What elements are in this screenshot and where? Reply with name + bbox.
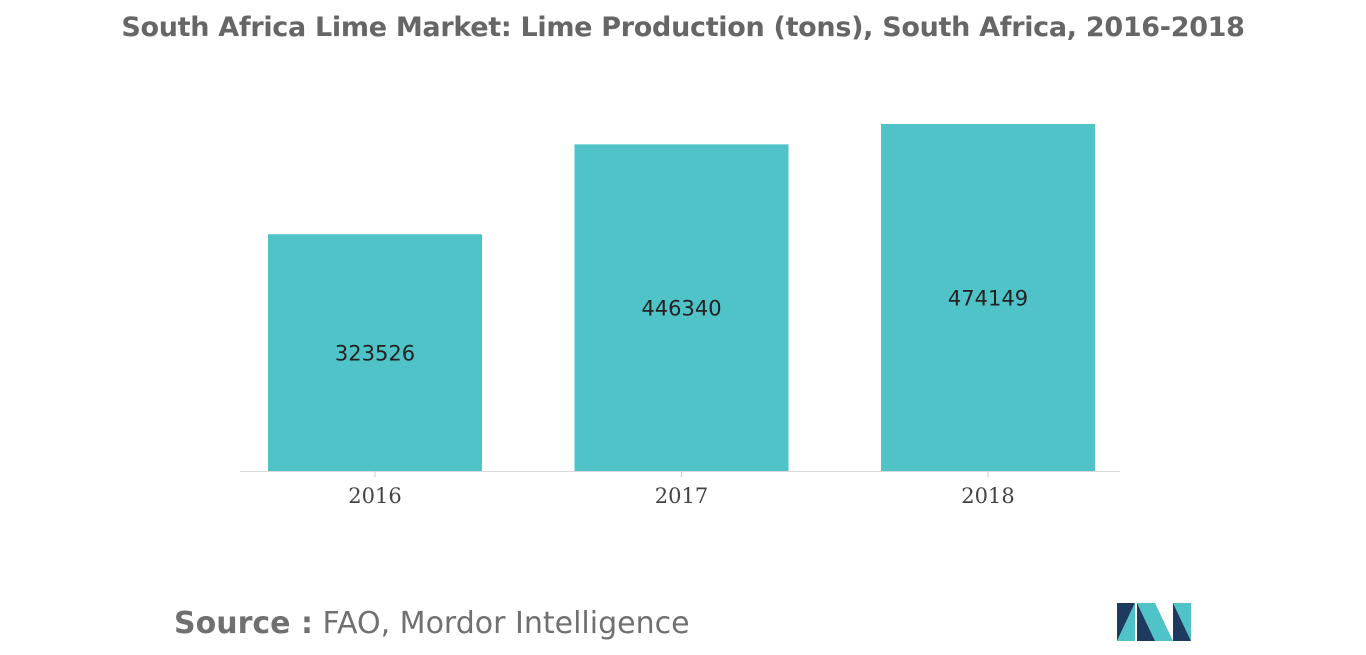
logo-shape-right-dark <box>1173 603 1191 641</box>
x-tick-label-2018: 2018 <box>961 484 1014 508</box>
logo-shape-mid-dark <box>1137 603 1155 641</box>
mordor-intelligence-logo-icon <box>1117 603 1191 641</box>
source-note: Source : FAO, Mordor Intelligence <box>174 606 690 641</box>
chart-title: South Africa Lime Market: Lime Productio… <box>121 12 1245 43</box>
bar-2018 <box>881 124 1095 471</box>
data-label-2017: 446340 <box>641 297 721 321</box>
source-text: FAO, Mordor Intelligence <box>322 606 690 641</box>
logo-shape-mid-teal <box>1137 603 1173 641</box>
x-tick-label-2016: 2016 <box>348 484 401 508</box>
bar-2016 <box>268 234 482 471</box>
data-label-2016: 323526 <box>335 342 415 366</box>
source-label: Source : <box>174 606 313 641</box>
bars-layer <box>268 124 1095 471</box>
logo-shape-left-teal <box>1117 603 1135 641</box>
data-label-2018: 474149 <box>948 287 1028 311</box>
x-tick-label-2017: 2017 <box>655 484 708 508</box>
data-labels-layer: 323526 446340 474149 <box>335 287 1028 366</box>
x-axis: 2016 2017 2018 <box>240 471 1120 508</box>
bar-2017 <box>574 144 789 471</box>
